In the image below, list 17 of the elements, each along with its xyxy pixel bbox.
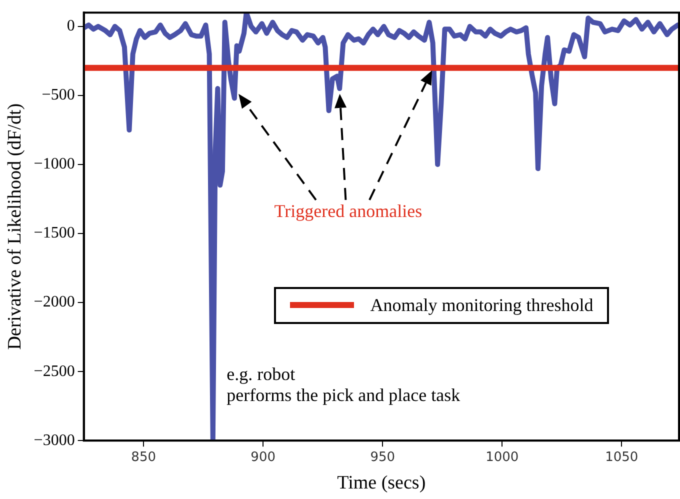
legend-label: Anomaly monitoring threshold bbox=[370, 294, 594, 316]
x-tick-label: 1050 bbox=[605, 450, 638, 465]
y-tick-label: −3000 bbox=[34, 432, 75, 449]
x-tick-label: 900 bbox=[250, 450, 276, 465]
x-tick-label: 1000 bbox=[486, 450, 519, 465]
annotation: Triggered anomalies bbox=[274, 200, 422, 222]
y-tick-label: −2500 bbox=[34, 362, 75, 380]
y-axis-title: Derivative of Likelihood (dF/dt) bbox=[4, 103, 26, 350]
y-tick-label: −500 bbox=[42, 86, 75, 104]
y-tick-label: −2000 bbox=[34, 294, 75, 311]
x-axis-title: Time (secs) bbox=[337, 472, 426, 494]
y-tick-label: 0 bbox=[66, 18, 75, 35]
x-tick-label: 850 bbox=[131, 450, 156, 465]
y-tick-label: −1000 bbox=[34, 156, 75, 173]
y-tick-label: −1500 bbox=[34, 224, 75, 242]
annotation: e.g. robot performs the pick and place task bbox=[226, 364, 462, 406]
x-tick-label: 950 bbox=[370, 450, 396, 465]
